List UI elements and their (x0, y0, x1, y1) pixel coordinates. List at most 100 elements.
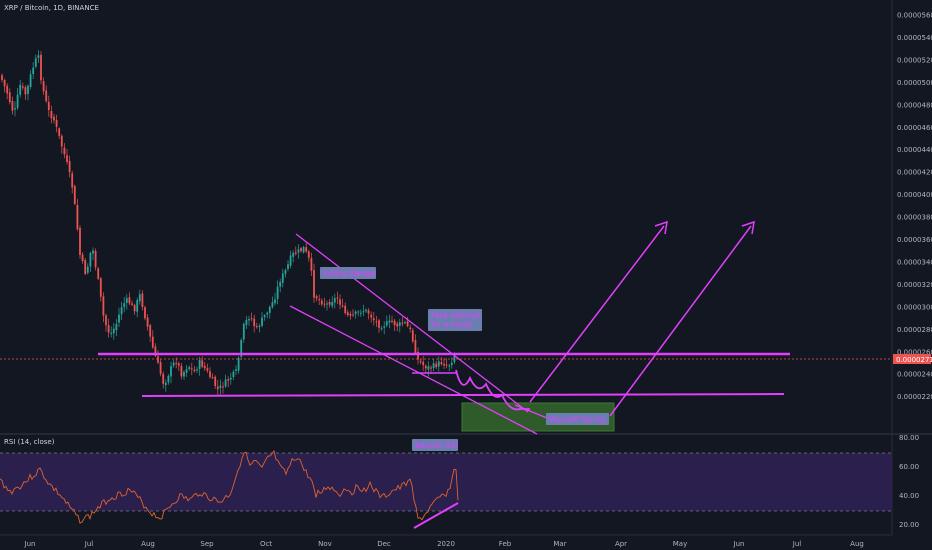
candle-body (203, 365, 206, 369)
candle-body (255, 326, 258, 328)
price-tick-label: 0.00004200 (897, 169, 932, 177)
price-tick-label: 0.00004600 (897, 124, 932, 132)
rsi-tick-40: 40.00 (899, 492, 919, 500)
candle-body (185, 369, 188, 373)
candle-body (53, 116, 55, 121)
current-price-tag (893, 354, 931, 364)
spring-pointer-line[interactable] (514, 404, 548, 419)
candle-body (105, 315, 107, 326)
falling-wedge-label-box[interactable] (320, 267, 376, 279)
candle-body (97, 268, 100, 279)
candle-body (323, 303, 326, 305)
candle-body (307, 251, 310, 258)
candle-body (326, 303, 328, 305)
candle-body (261, 317, 263, 326)
candle-body (71, 173, 74, 188)
candle-body (177, 363, 180, 366)
candle-body (391, 320, 393, 322)
candle-body (248, 319, 250, 321)
candle-body (300, 248, 302, 251)
candle-body (331, 301, 334, 307)
time-tick-label: Dec (377, 540, 391, 548)
candle-body (365, 309, 367, 312)
candle-body (68, 160, 71, 173)
candle-body (196, 369, 198, 371)
wedge-upper-line[interactable] (295, 233, 529, 413)
candle-body (146, 317, 149, 327)
candle-body (349, 314, 352, 316)
candle-body (346, 312, 349, 315)
time-tick-label: 2020 (437, 540, 455, 548)
candle-body (263, 315, 266, 317)
candle-body (237, 357, 240, 371)
candle-body (198, 360, 201, 369)
candle-body (183, 372, 185, 377)
projection-arrow-2-icon (741, 220, 755, 235)
projection-arrow-1-line[interactable] (529, 225, 665, 403)
candle-body (29, 74, 32, 87)
candle-body (266, 312, 269, 315)
candle-body (224, 379, 227, 387)
wave-projection-path[interactable] (455, 369, 530, 411)
candle-body (318, 299, 321, 301)
price-tick-label: 0.00004800 (897, 101, 932, 109)
candle-body (232, 371, 235, 377)
candle-body (409, 327, 412, 330)
candle-body (151, 336, 154, 348)
candle-body (388, 320, 391, 323)
candle-body (289, 255, 292, 266)
time-tick-label: Mar (553, 540, 566, 548)
candle-body (450, 362, 453, 366)
candle-body (60, 135, 63, 147)
candle-body (240, 340, 243, 357)
candle-body (432, 363, 435, 368)
time-tick-label: Feb (499, 540, 512, 548)
candle-body (149, 325, 152, 337)
wedge-lower-line[interactable] (289, 305, 538, 435)
candle-body (16, 94, 19, 108)
candle-body (227, 379, 230, 381)
candle-body (294, 252, 297, 254)
falling-wedge-label: Falling Wedge (323, 269, 375, 278)
candle-body (92, 250, 94, 254)
candle-body (268, 306, 271, 313)
rsi-line[interactable] (0, 449, 459, 524)
candle-body (440, 362, 443, 364)
candle-body (258, 326, 261, 327)
candle-body (357, 311, 360, 313)
candle-body (401, 322, 404, 324)
candle-body (81, 254, 84, 261)
rsi-divergence-line[interactable] (413, 502, 459, 529)
candle-body (14, 108, 16, 110)
candle-body (383, 326, 386, 328)
candle-body (419, 360, 422, 363)
candle-body (336, 297, 339, 299)
candle-body (430, 367, 432, 369)
candle-body (372, 318, 375, 321)
candle-body (453, 355, 456, 363)
candle-body (398, 322, 401, 326)
candle-body (279, 281, 282, 287)
bearish-rsi-label-box[interactable] (412, 439, 458, 451)
candle-body (66, 155, 68, 162)
candle-body (406, 321, 409, 327)
candle-body (287, 264, 289, 269)
candle-body (354, 311, 357, 314)
candle-body (435, 363, 438, 368)
fake-attempt-label-box[interactable] (428, 309, 482, 331)
wyckoff-spring-label-box[interactable] (546, 413, 609, 425)
candle-body (76, 205, 79, 230)
rsi-title: RSI (14, close) (4, 438, 55, 446)
candlestick-series (1, 50, 456, 396)
candle-body (302, 247, 305, 253)
candle-body (313, 270, 315, 298)
price-tick-label: 0.00004000 (897, 191, 932, 199)
candle-body (188, 367, 191, 369)
candle-body (21, 86, 24, 88)
candle-body (37, 55, 40, 59)
candle-body (274, 299, 276, 304)
candle-body (276, 286, 279, 300)
projection-arrow-2-line[interactable] (609, 225, 752, 417)
candle-body (123, 303, 126, 308)
